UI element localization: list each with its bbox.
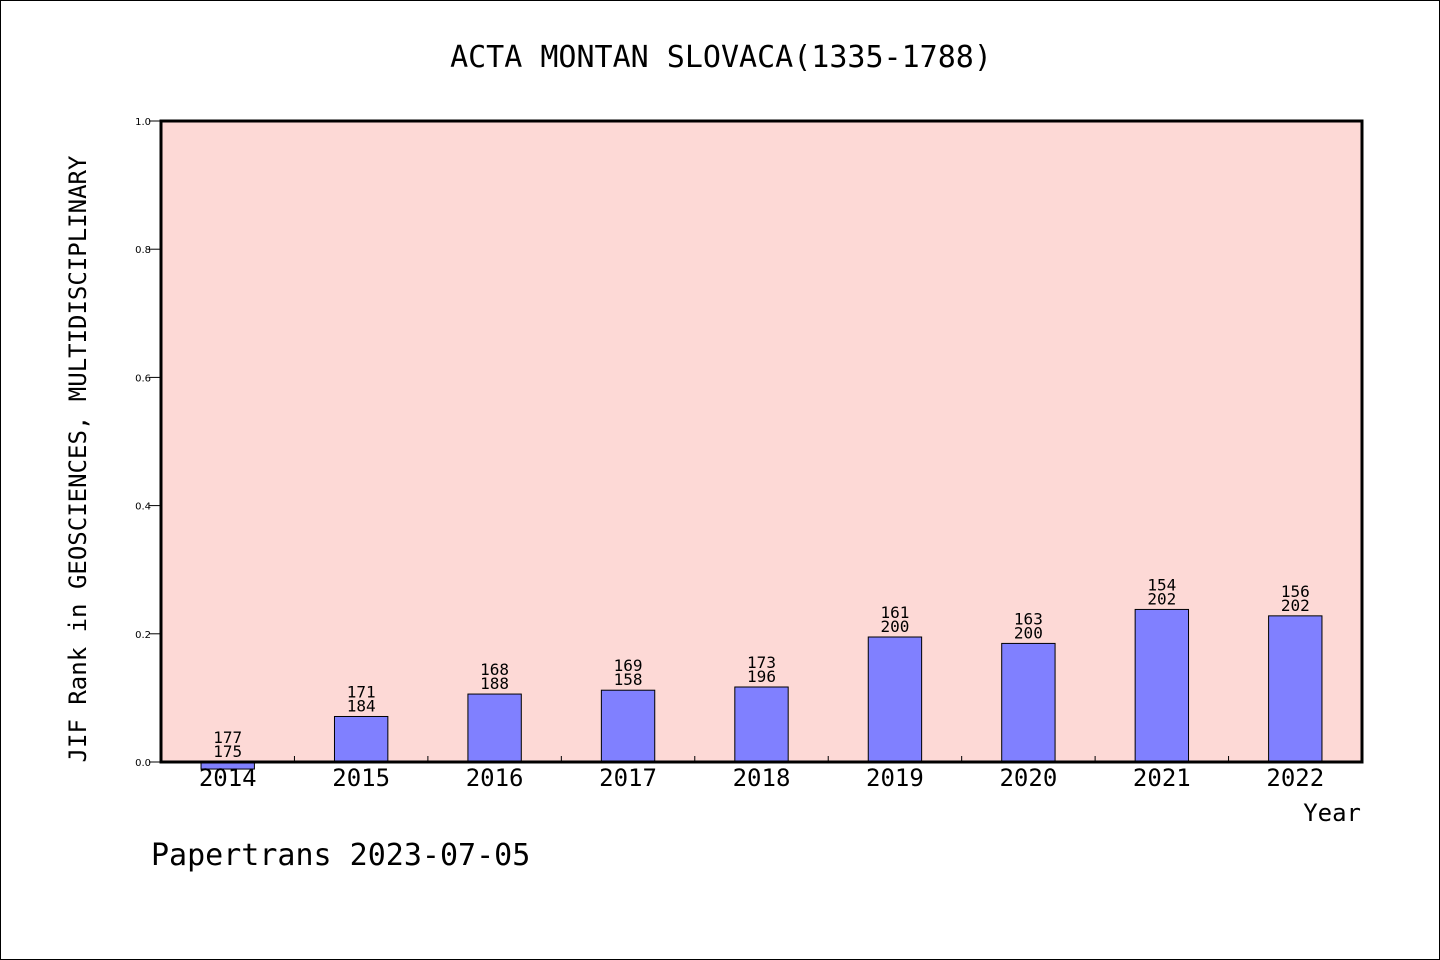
x-axis-label: Year — [1303, 799, 1361, 827]
bar-2020 — [1001, 642, 1056, 763]
x-tick-label: 2022 — [1266, 764, 1324, 792]
y-tick-label: 0.4 — [135, 502, 151, 513]
x-tick-label: 2016 — [466, 764, 524, 792]
data-label-total: 200 — [880, 617, 909, 636]
data-label-total: 200 — [1014, 623, 1043, 642]
data-label-total: 196 — [747, 667, 776, 686]
bar-2019 — [867, 636, 923, 763]
data-label-total: 202 — [1281, 596, 1310, 615]
data-label-rank: 163 — [1014, 609, 1043, 628]
bar-series — [200, 608, 1323, 770]
bar-2018 — [734, 686, 789, 763]
bar-2021 — [1134, 608, 1190, 763]
data-label-rank: 169 — [614, 656, 643, 675]
y-axis: 0.0 0.2 0.4 0.6 0.8 1.0 — [135, 117, 161, 769]
y-tick-label: 0.2 — [135, 630, 151, 641]
bar-2017 — [600, 689, 656, 763]
data-label-rank: 173 — [747, 653, 776, 672]
bar-2016 — [467, 693, 522, 763]
x-tick-label: 2017 — [599, 764, 657, 792]
data-label-total: 158 — [614, 670, 643, 689]
bar-2022 — [1268, 615, 1323, 763]
data-label-rank: 156 — [1281, 582, 1310, 601]
x-axis: 2014 2015 2016 2017 2018 2019 2020 2021 2022 — [199, 756, 1324, 792]
footer-credit: Papertrans 2023-07-05 — [151, 838, 530, 873]
data-label-total: 175 — [213, 742, 242, 761]
y-axis-label: JIF Rank in GEOSCIENCES, MULTIDISCIPLINA… — [64, 155, 92, 762]
data-label-rank: 171 — [347, 682, 376, 701]
x-tick-label: 2018 — [733, 764, 791, 792]
data-label-rank: 154 — [1147, 575, 1176, 594]
bar-2015 — [333, 715, 389, 763]
x-tick-label: 2021 — [1133, 764, 1191, 792]
x-tick-label: 2020 — [999, 764, 1057, 792]
y-tick-label: 0.6 — [135, 373, 151, 384]
data-label-total: 184 — [347, 696, 376, 715]
data-label-total: 202 — [1147, 589, 1176, 608]
x-tick-label: 2019 — [866, 764, 924, 792]
y-tick-label: 0.0 — [135, 758, 151, 769]
chart-title: ACTA MONTAN SLOVACA(1335-1788) — [450, 40, 992, 75]
x-tick-label: 2014 — [199, 764, 257, 792]
y-tick-label: 1.0 — [135, 117, 151, 128]
data-label-total: 188 — [480, 674, 509, 693]
plot-frame — [159, 119, 1364, 764]
x-tick-label: 2015 — [332, 764, 390, 792]
y-tick-label: 0.8 — [135, 245, 151, 256]
data-label-rank: 161 — [880, 603, 909, 622]
data-label-rank: 177 — [213, 728, 242, 747]
data-label-rank: 168 — [480, 660, 509, 679]
